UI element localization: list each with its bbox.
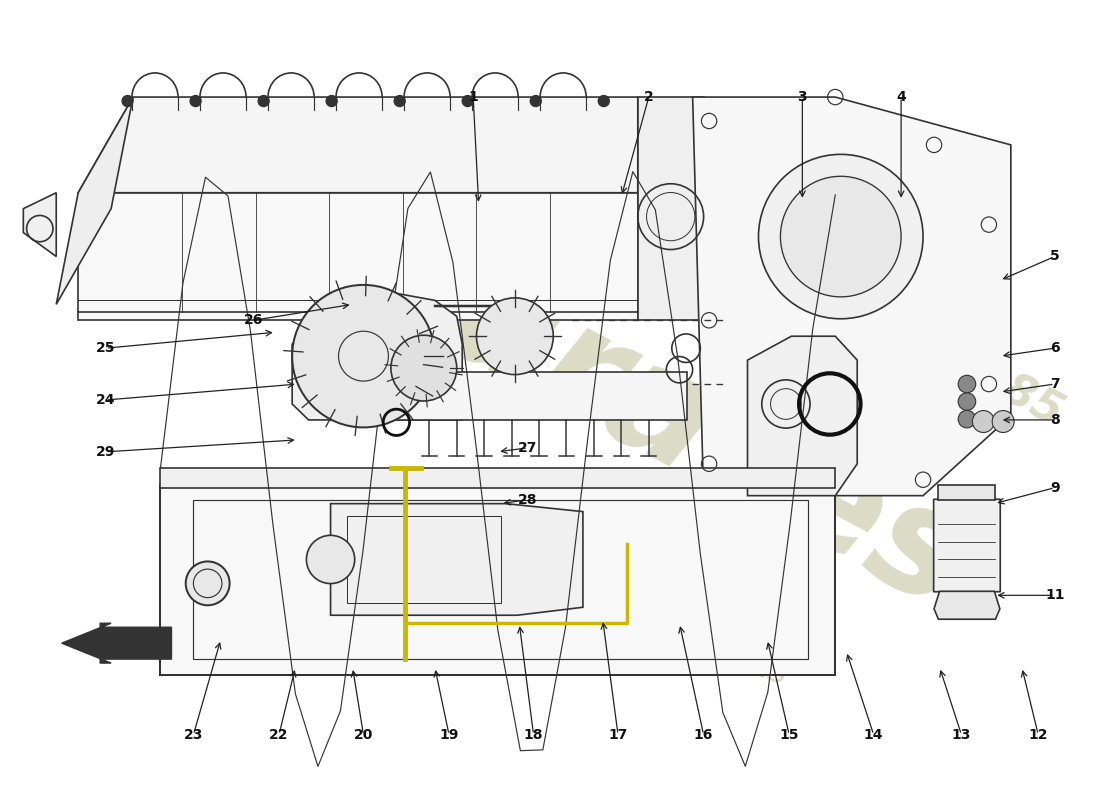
Circle shape xyxy=(958,410,976,428)
Polygon shape xyxy=(23,193,56,257)
Text: euraces: euraces xyxy=(327,191,993,640)
Circle shape xyxy=(190,95,201,106)
Text: 15: 15 xyxy=(780,728,799,742)
Circle shape xyxy=(972,410,994,433)
Text: 19: 19 xyxy=(439,728,459,742)
Polygon shape xyxy=(748,336,857,496)
Text: 20: 20 xyxy=(354,728,373,742)
Polygon shape xyxy=(638,97,704,320)
Text: 12: 12 xyxy=(1028,728,1048,742)
Text: 9: 9 xyxy=(1049,481,1059,494)
Circle shape xyxy=(476,298,553,374)
Text: 7: 7 xyxy=(1049,377,1059,391)
Text: 4: 4 xyxy=(896,90,906,104)
Circle shape xyxy=(598,95,609,106)
Circle shape xyxy=(530,95,541,106)
Text: 13: 13 xyxy=(952,728,971,742)
Polygon shape xyxy=(78,193,638,320)
Text: 18: 18 xyxy=(524,728,543,742)
Polygon shape xyxy=(56,97,133,304)
Circle shape xyxy=(186,562,230,606)
Polygon shape xyxy=(385,372,688,420)
FancyBboxPatch shape xyxy=(934,499,1000,592)
Circle shape xyxy=(258,95,270,106)
Polygon shape xyxy=(293,292,462,420)
Text: a passion for parts: a passion for parts xyxy=(461,555,792,691)
Text: 14: 14 xyxy=(864,728,883,742)
Polygon shape xyxy=(62,623,172,663)
Circle shape xyxy=(293,285,434,427)
Text: 26: 26 xyxy=(244,314,263,327)
Circle shape xyxy=(462,95,473,106)
Text: 11: 11 xyxy=(1045,588,1065,602)
Polygon shape xyxy=(161,484,835,675)
Text: 6: 6 xyxy=(1049,341,1059,355)
Circle shape xyxy=(390,335,456,401)
Polygon shape xyxy=(78,97,638,193)
Text: 25: 25 xyxy=(96,341,115,355)
Text: 16: 16 xyxy=(694,728,713,742)
Text: 24: 24 xyxy=(96,393,115,407)
Circle shape xyxy=(394,95,405,106)
Circle shape xyxy=(780,176,901,297)
Text: 5: 5 xyxy=(1049,250,1059,263)
Text: 28: 28 xyxy=(518,493,538,506)
Circle shape xyxy=(958,375,976,393)
Polygon shape xyxy=(161,468,835,488)
Polygon shape xyxy=(331,504,583,615)
Polygon shape xyxy=(693,97,1011,496)
Circle shape xyxy=(307,535,354,583)
Circle shape xyxy=(992,410,1014,433)
Text: 22: 22 xyxy=(270,728,288,742)
Circle shape xyxy=(958,393,976,410)
Circle shape xyxy=(759,154,923,318)
Polygon shape xyxy=(934,591,1000,619)
Text: 3: 3 xyxy=(798,90,807,104)
Polygon shape xyxy=(938,486,996,500)
Circle shape xyxy=(327,95,337,106)
Text: 27: 27 xyxy=(518,441,538,455)
Text: 29: 29 xyxy=(96,445,115,459)
Text: 1: 1 xyxy=(469,90,478,104)
Circle shape xyxy=(122,95,133,106)
Text: 2: 2 xyxy=(644,90,653,104)
Text: 17: 17 xyxy=(608,728,628,742)
Text: 1985: 1985 xyxy=(940,340,1070,436)
FancyArrowPatch shape xyxy=(67,637,168,650)
Text: 23: 23 xyxy=(184,728,204,742)
Text: 8: 8 xyxy=(1049,413,1059,427)
